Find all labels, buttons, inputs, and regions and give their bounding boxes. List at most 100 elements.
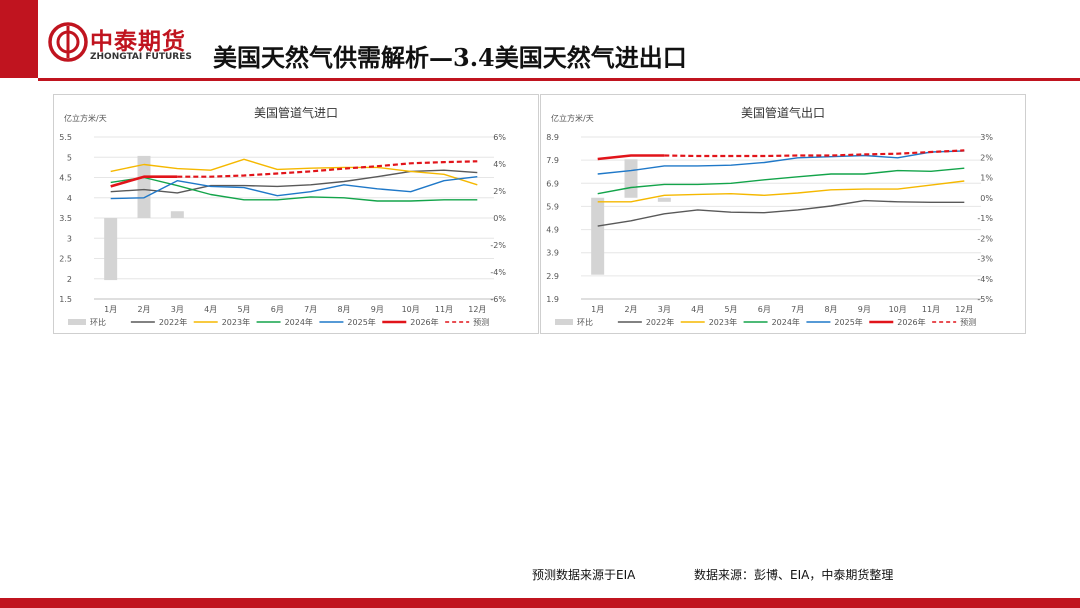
legend-label: 2025年 bbox=[834, 317, 862, 327]
y-tick-label: 5.9 bbox=[546, 202, 559, 211]
x-tick-label: 3月 bbox=[658, 305, 671, 314]
y2-tick-label: 3% bbox=[980, 133, 993, 142]
legend-label: 2026年 bbox=[410, 317, 438, 327]
y-tick-label: 5 bbox=[67, 153, 72, 162]
chart-title: 美国管道气进口 bbox=[254, 105, 338, 120]
logo-name-en: ZHONGTAI FUTURES bbox=[90, 52, 192, 62]
huanbi-bar bbox=[170, 211, 184, 218]
x-tick-label: 9月 bbox=[858, 305, 871, 314]
series-line-y2024 bbox=[597, 167, 965, 195]
x-tick-label: 5月 bbox=[724, 305, 737, 314]
y-tick-label: 2.9 bbox=[546, 272, 559, 281]
legend-label: 2024年 bbox=[285, 317, 313, 327]
logo-mark-icon bbox=[48, 22, 88, 62]
y2-tick-label: -2% bbox=[490, 241, 506, 250]
x-tick-label: 8月 bbox=[337, 305, 350, 314]
legend-label: 预测 bbox=[473, 317, 489, 327]
y2-tick-label: -3% bbox=[977, 255, 993, 264]
y2-tick-label: -4% bbox=[490, 268, 506, 277]
y2-tick-label: 4% bbox=[493, 160, 506, 169]
logo-name-cn: 中泰期货 bbox=[90, 29, 186, 55]
x-tick-label: 10月 bbox=[889, 305, 907, 314]
y2-tick-label: 0% bbox=[980, 194, 993, 203]
chart-title: 美国管道气出口 bbox=[741, 105, 825, 120]
series-line-y2025 bbox=[110, 176, 478, 200]
legend-label: 2022年 bbox=[646, 317, 674, 327]
y-tick-label: 3.9 bbox=[546, 249, 559, 258]
y-tick-label: 5.5 bbox=[59, 133, 72, 142]
bottom-accent-bar bbox=[0, 598, 1080, 608]
y-axis-unit-label: 亿立方米/天 bbox=[551, 113, 594, 123]
legend-label: 2022年 bbox=[159, 317, 187, 327]
x-tick-label: 2月 bbox=[624, 305, 637, 314]
y-tick-label: 4.9 bbox=[546, 226, 559, 235]
y2-tick-label: 0% bbox=[493, 214, 506, 223]
y-tick-label: 4 bbox=[67, 194, 72, 203]
y2-tick-label: 1% bbox=[980, 174, 993, 183]
huanbi-bar bbox=[137, 155, 151, 218]
legend-label: 2023年 bbox=[709, 317, 737, 327]
series-line-forecast bbox=[664, 149, 965, 158]
series-line-y2023 bbox=[597, 180, 965, 203]
x-tick-label: 11月 bbox=[922, 305, 940, 314]
series-line-y2026 bbox=[597, 154, 665, 161]
huanbi-bar bbox=[657, 197, 671, 202]
brand-accent-bar bbox=[0, 0, 38, 78]
legend-label: 环比 bbox=[90, 317, 106, 327]
chart-panel-imports: 美国管道气进口 亿立方米/天 5.5 5 4.5 4 3.5 3 2.5 2 1.5 6% 4% 2% 0%… bbox=[53, 94, 539, 334]
y2-tick-label: -5% bbox=[977, 295, 993, 304]
y2-tick-label: 2% bbox=[980, 153, 993, 162]
y2-tick-label: -2% bbox=[977, 234, 993, 243]
y-tick-label: 2 bbox=[67, 275, 72, 284]
x-tick-label: 12月 bbox=[955, 305, 973, 314]
x-tick-label: 7月 bbox=[791, 305, 804, 314]
y2-tick-label: -1% bbox=[977, 214, 993, 223]
x-tick-label: 3月 bbox=[171, 305, 184, 314]
x-tick-label: 1月 bbox=[591, 305, 604, 314]
y-tick-label: 2.5 bbox=[59, 255, 72, 264]
y2-tick-label: -6% bbox=[490, 295, 506, 304]
huanbi-bar bbox=[591, 197, 605, 275]
huanbi-bar bbox=[104, 218, 118, 281]
x-tick-label: 10月 bbox=[402, 305, 420, 314]
huanbi-bar bbox=[624, 159, 638, 198]
y-tick-label: 3.5 bbox=[59, 214, 72, 223]
x-tick-label: 8月 bbox=[824, 305, 837, 314]
y-axis-unit-label: 亿立方米/天 bbox=[64, 113, 107, 123]
series-line-y2023 bbox=[110, 158, 478, 186]
y-tick-label: 1.9 bbox=[546, 295, 559, 304]
legend-label: 预测 bbox=[960, 317, 976, 327]
x-tick-label: 1月 bbox=[104, 305, 117, 314]
y-tick-label: 1.5 bbox=[59, 295, 72, 304]
legend-label: 2024年 bbox=[772, 317, 800, 327]
y-tick-label: 8.9 bbox=[546, 133, 559, 142]
x-tick-label: 2月 bbox=[137, 305, 150, 314]
chart-panel-exports: 美国管道气出口亿立方米/天 8.9 7.9 6.9 5.9 4.9 3.9 2.9 1.9 3% 2… bbox=[540, 94, 1026, 334]
x-tick-label: 7月 bbox=[304, 305, 317, 314]
legend-label: 2025年 bbox=[347, 317, 375, 327]
series-line-forecast bbox=[177, 160, 478, 178]
series-line-y2022 bbox=[110, 169, 478, 194]
legend-swatch-huanbi bbox=[68, 319, 86, 325]
x-tick-label: 6月 bbox=[271, 305, 284, 314]
y-tick-label: 7.9 bbox=[546, 156, 559, 165]
forecast-source-note: 预测数据来源于EIA bbox=[532, 568, 636, 582]
legend-label: 环比 bbox=[577, 317, 593, 327]
data-source-note: 数据来源：彭博、EIA，中泰期货整理 bbox=[694, 568, 894, 582]
legend-swatch-huanbi bbox=[555, 319, 573, 325]
series-line-y2022 bbox=[597, 199, 965, 227]
series-line-y2025 bbox=[597, 150, 965, 175]
x-tick-label: 5月 bbox=[237, 305, 250, 314]
company-logo: 中泰期货 ZHONGTAI FUTURES bbox=[48, 22, 198, 72]
x-tick-label: 12月 bbox=[468, 305, 486, 314]
x-tick-label: 6月 bbox=[758, 305, 771, 314]
y2-tick-label: 2% bbox=[493, 187, 506, 196]
title-divider bbox=[38, 78, 1080, 81]
y-tick-label: 3 bbox=[67, 234, 72, 243]
y-tick-label: 6.9 bbox=[546, 179, 559, 188]
x-tick-label: 4月 bbox=[691, 305, 704, 314]
y-tick-label: 4.5 bbox=[59, 174, 72, 183]
legend-label: 2023年 bbox=[222, 317, 250, 327]
